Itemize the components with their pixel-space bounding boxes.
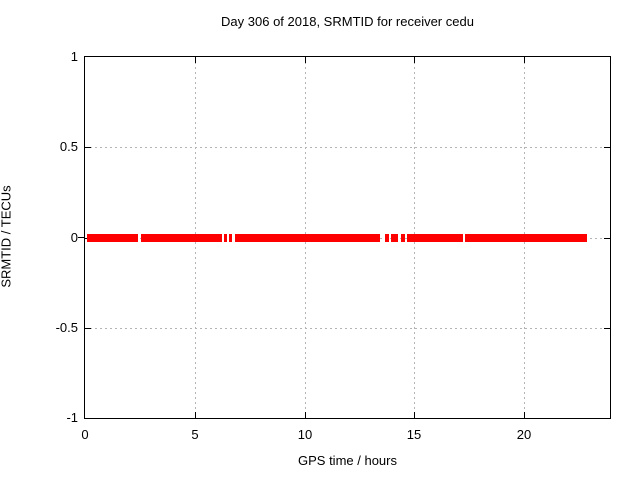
data-segment (87, 234, 138, 242)
y-tick-label: -0.5 (55, 320, 78, 335)
y-tick-right (604, 147, 610, 148)
data-segment (235, 234, 380, 242)
y-axis-label: SRMTID / TECUs (0, 185, 14, 288)
data-segment (407, 234, 463, 242)
x-tick-top (305, 57, 306, 63)
chart-title: Day 306 of 2018, SRMTID for receiver ced… (221, 14, 474, 29)
x-tick-bottom (524, 412, 525, 418)
x-tick-label: 10 (297, 427, 313, 442)
y-tick-right (604, 238, 610, 239)
x-tick-bottom (305, 412, 306, 418)
data-segment (391, 234, 398, 242)
data-segment (141, 234, 222, 242)
y-tick-label: 0 (70, 230, 78, 245)
y-tick-label: 0.5 (59, 139, 78, 154)
x-tick-label: 5 (191, 427, 199, 442)
data-segment (385, 234, 389, 242)
x-tick-bottom (195, 412, 196, 418)
data-segment (401, 234, 405, 242)
x-tick-top (524, 57, 525, 63)
x-tick-label: 20 (516, 427, 532, 442)
plot-area (84, 56, 611, 419)
y-tick-left (85, 328, 91, 329)
y-tick-label: -1 (66, 410, 78, 425)
y-zero-outer-tick (78, 237, 84, 238)
y-gridline (85, 147, 610, 148)
x-axis-label: GPS time / hours (298, 453, 397, 468)
x-tick-top (414, 57, 415, 63)
x-tick-label: 0 (81, 427, 89, 442)
x-tick-top (195, 57, 196, 63)
x-tick-bottom (414, 412, 415, 418)
x-tick-label: 15 (406, 427, 422, 442)
data-segment (229, 234, 232, 242)
y-tick-right (604, 328, 610, 329)
y-tick-label: 1 (70, 49, 78, 64)
data-segment (465, 234, 587, 242)
data-segment (224, 234, 227, 242)
y-gridline (85, 328, 610, 329)
y-tick-left (85, 147, 91, 148)
